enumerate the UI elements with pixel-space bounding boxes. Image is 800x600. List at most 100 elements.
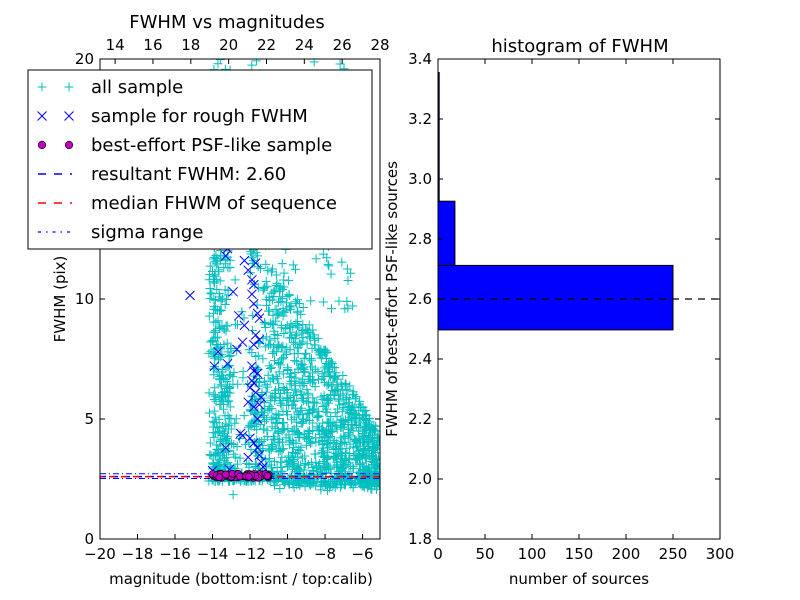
point-all-sample: [273, 297, 283, 307]
point-all-sample: [273, 410, 283, 420]
point-all-sample: [338, 370, 348, 380]
point-all-sample: [230, 320, 240, 330]
point-all-sample: [279, 275, 289, 285]
point-all-sample: [274, 341, 284, 351]
point-all-sample: [279, 479, 289, 489]
point-all-sample: [330, 372, 340, 382]
point-all-sample: [321, 429, 331, 439]
point-all-sample: [206, 337, 216, 347]
histogram-title: histogram of FWHM: [491, 36, 668, 57]
point-all-sample: [281, 324, 291, 334]
point-all-sample: [289, 454, 299, 464]
point-all-sample: [303, 388, 313, 398]
point-all-sample: [264, 306, 274, 316]
point-all-sample: [209, 432, 219, 442]
point-all-sample: [278, 406, 288, 416]
point-all-sample: [268, 319, 278, 329]
point-all-sample: [303, 459, 313, 469]
point-all-sample: [293, 428, 303, 438]
point-all-sample: [361, 419, 371, 429]
point-all-sample: [223, 446, 233, 456]
point-all-sample: [242, 458, 252, 468]
top-x-tick-label: 18: [181, 36, 200, 54]
y-tick-label: 2.4: [408, 350, 432, 368]
point-all-sample: [268, 349, 278, 359]
point-rough-fwhm: [256, 392, 267, 403]
point-all-sample: [269, 342, 279, 352]
point-all-sample: [205, 408, 215, 418]
point-all-sample: [284, 276, 294, 286]
point-all-sample: [219, 387, 229, 397]
point-all-sample: [357, 458, 367, 468]
point-all-sample: [310, 449, 320, 459]
point-all-sample: [342, 264, 352, 274]
point-all-sample: [285, 322, 295, 332]
point-best-effort: [221, 470, 230, 479]
point-all-sample: [238, 367, 248, 377]
x-tick-label: 50: [475, 545, 494, 563]
point-all-sample: [305, 426, 315, 436]
point-all-sample: [336, 482, 346, 492]
histogram-x-ticks: 0 50 100 150 200 250 300: [433, 59, 734, 563]
point-all-sample: [298, 396, 308, 406]
point-all-sample: [244, 345, 254, 355]
point-all-sample: [223, 432, 233, 442]
scatter-x-ticks: −20 −18 −16 −14 −12 −10 −8 −6: [84, 534, 374, 563]
point-all-sample: [319, 478, 329, 488]
point-all-sample: [370, 448, 380, 458]
point-all-sample: [258, 354, 268, 364]
point-all-sample: [271, 270, 281, 280]
point-all-sample: [331, 368, 341, 378]
scatter-y-ticks: 0 5 10 20: [75, 50, 380, 548]
point-all-sample: [286, 327, 296, 337]
point-all-sample: [290, 264, 300, 274]
legend-box: [27, 69, 373, 250]
point-all-sample: [252, 300, 262, 310]
point-all-sample: [337, 381, 347, 391]
point-all-sample: [263, 265, 273, 275]
point-all-sample: [297, 403, 307, 413]
point-all-sample: [211, 364, 221, 374]
point-all-sample: [296, 387, 306, 397]
y-tick-label: 0: [84, 530, 94, 548]
point-all-sample: [351, 392, 361, 402]
point-all-sample: [302, 385, 312, 395]
point-all-sample: [265, 335, 275, 345]
point-all-sample: [212, 284, 222, 294]
point-all-sample: [211, 317, 221, 327]
point-all-sample: [367, 438, 377, 448]
point-all-sample: [239, 411, 249, 421]
x-tick-label: 150: [565, 545, 594, 563]
point-all-sample: [210, 391, 220, 401]
point-all-sample: [278, 352, 288, 362]
point-all-sample: [330, 363, 339, 373]
point-all-sample: [267, 295, 277, 305]
point-all-sample: [319, 372, 329, 382]
point-all-sample: [312, 398, 322, 408]
point-all-sample: [290, 384, 300, 394]
point-all-sample: [346, 479, 356, 489]
point-all-sample: [307, 362, 317, 372]
point-all-sample: [217, 294, 227, 304]
point-all-sample: [284, 333, 294, 343]
x-tick-label: 250: [659, 545, 688, 563]
point-rough-fwhm: [254, 450, 265, 460]
point-rough-fwhm: [243, 397, 254, 408]
point-all-sample: [263, 370, 273, 380]
point-rough-fwhm: [220, 442, 231, 453]
point-all-sample: [360, 414, 370, 424]
top-x-tick-label: 20: [219, 36, 238, 54]
point-all-sample: [329, 452, 339, 462]
point-all-sample: [312, 412, 322, 422]
point-all-sample: [325, 437, 335, 447]
point-all-sample: [277, 452, 287, 462]
point-all-sample: [352, 441, 362, 451]
point-all-sample: [294, 433, 304, 443]
point-all-sample: [321, 472, 331, 482]
point-all-sample: [300, 451, 310, 461]
point-all-sample: [228, 490, 238, 500]
point-all-sample: [293, 365, 303, 375]
point-all-sample: [342, 443, 352, 453]
point-all-sample: [366, 484, 376, 494]
point-all-sample: [296, 339, 306, 349]
